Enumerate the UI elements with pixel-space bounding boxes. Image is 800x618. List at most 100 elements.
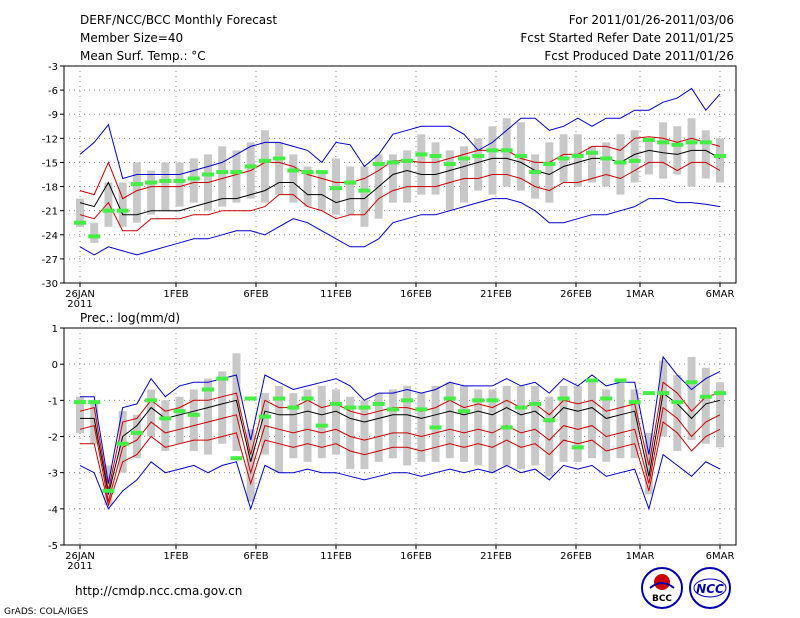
- forecast-marker: [244, 164, 257, 169]
- x-tick-label: 6MAR: [706, 551, 735, 562]
- forecast-marker: [557, 156, 570, 161]
- x-tick-year: 2011: [67, 561, 92, 572]
- spread-bar: [189, 158, 198, 203]
- spread-bar: [644, 138, 653, 175]
- forecast-marker: [287, 405, 300, 410]
- spread-bar: [488, 126, 497, 195]
- forecast-marker: [102, 488, 115, 493]
- forecast-marker: [543, 418, 556, 423]
- source-url[interactable]: http://cmdp.ncc.cma.gov.cn: [75, 584, 242, 598]
- spread-bar: [616, 382, 625, 459]
- x-tick-label: 6MAR: [706, 289, 735, 300]
- variable-label: Mean Surf. Temp.: °C: [80, 49, 206, 63]
- forecast-marker: [642, 391, 655, 396]
- y-tick-label: -27: [42, 255, 58, 266]
- forecast-marker: [116, 441, 129, 446]
- spread-bar: [445, 382, 454, 459]
- x-tick-label: 6FEB: [243, 551, 268, 562]
- spread-bar: [460, 385, 468, 462]
- y-tick-label: -15: [42, 158, 58, 169]
- forecast-marker: [74, 400, 86, 405]
- forecast-marker: [315, 423, 328, 428]
- spread-bar: [175, 162, 184, 207]
- spread-bar: [573, 385, 582, 462]
- ncc-logo: NCC: [689, 567, 731, 609]
- forecast-marker: [714, 391, 726, 396]
- ncc-logo-text: NCC: [696, 582, 724, 596]
- spread-bar: [360, 166, 369, 227]
- forecast-marker: [88, 400, 101, 405]
- spread-bar: [218, 146, 227, 207]
- spread-bar: [317, 385, 326, 459]
- spread-bar: [303, 389, 312, 462]
- spread-bar: [588, 146, 596, 183]
- spread-bar: [260, 393, 269, 455]
- forecast-marker: [657, 391, 670, 396]
- forecast-marker: [614, 160, 627, 165]
- spread-bar: [90, 222, 99, 243]
- grads-credit: GrADS: COLA/IGES: [4, 607, 88, 617]
- spread-bar: [701, 367, 710, 444]
- spread-bar: [275, 142, 284, 195]
- spread-bar: [474, 138, 483, 191]
- spread-bar: [289, 393, 298, 459]
- spread-bar: [673, 375, 682, 451]
- spread-bar: [417, 134, 426, 195]
- spread-bar: [360, 400, 369, 470]
- forecast-marker: [159, 178, 172, 183]
- x-tick-label: 26FEB: [560, 289, 592, 300]
- spread-bar: [303, 166, 312, 207]
- forecast-marker: [699, 140, 712, 145]
- forecast-marker: [230, 456, 243, 461]
- forecast-marker: [159, 416, 172, 421]
- forecast-marker: [202, 172, 214, 177]
- spread-bar: [388, 154, 397, 203]
- forecast-marker: [429, 425, 442, 430]
- series-min-line: [79, 198, 721, 256]
- forecast-marker: [372, 401, 385, 406]
- forecast-marker: [415, 407, 428, 412]
- forecast-marker: [273, 156, 286, 161]
- forecast-marker: [458, 156, 470, 161]
- y-tick-label: -2: [48, 433, 58, 444]
- ncc-logo-orbit: [693, 578, 727, 598]
- spread-bar: [687, 356, 696, 441]
- forecast-marker: [443, 162, 456, 167]
- forecast-marker: [187, 412, 200, 417]
- plot-frame: [63, 65, 737, 284]
- spread-bar: [602, 142, 611, 187]
- spread-bar: [460, 146, 468, 203]
- forecast-marker: [116, 208, 129, 213]
- x-tick-year: 2011: [67, 299, 92, 310]
- forecast-marker: [714, 154, 726, 159]
- forecast-marker: [287, 168, 300, 173]
- spread-bar: [104, 465, 113, 506]
- series-mean-line: [79, 149, 721, 216]
- spread-bar: [132, 414, 141, 459]
- spread-bar: [332, 389, 340, 455]
- x-tick-label: 1MAR: [626, 289, 655, 300]
- forecast-marker: [102, 208, 115, 213]
- ncc-logo-ring: [689, 567, 731, 609]
- forecast-marker: [685, 380, 698, 385]
- forecast-marker: [529, 170, 542, 175]
- spread-bar: [104, 182, 113, 227]
- spread-bar: [218, 371, 227, 444]
- forecast-marker: [301, 170, 314, 175]
- spread-bar: [232, 150, 241, 203]
- spread-bar: [90, 400, 99, 444]
- forecast-marker: [301, 396, 314, 401]
- x-tick-label: 6FEB: [243, 289, 268, 300]
- spread-bar: [388, 389, 397, 459]
- y-tick-label: -18: [42, 183, 58, 194]
- series-p25-line: [79, 406, 721, 502]
- spread-bar: [673, 126, 682, 175]
- spread-bar: [502, 118, 511, 187]
- forecast-marker: [258, 414, 271, 419]
- spread-bar: [630, 130, 639, 183]
- x-tick-label: 26JAN: [65, 289, 95, 300]
- spread-bar: [701, 130, 710, 179]
- bcc-logo: BCC: [641, 567, 683, 609]
- spread-bar: [545, 396, 554, 477]
- forecast-marker: [458, 409, 470, 414]
